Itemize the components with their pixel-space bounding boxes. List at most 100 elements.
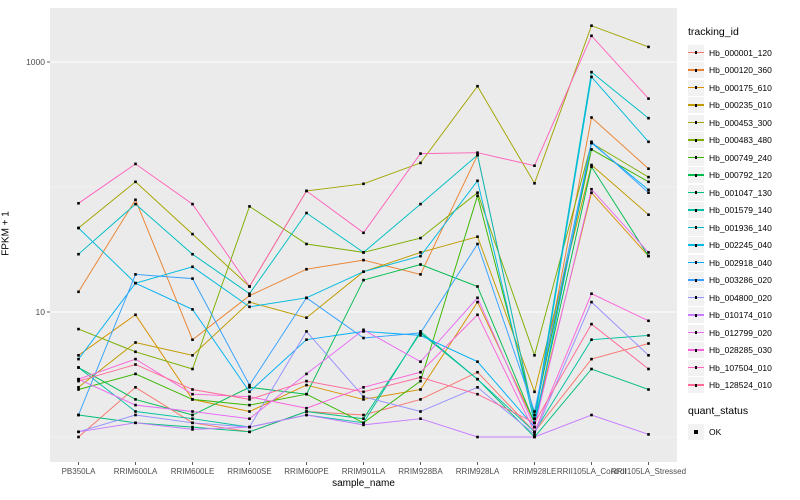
quant-status-legend-items: OK	[688, 423, 800, 441]
data-point	[533, 354, 536, 357]
legend-label: Hb_128524_010	[709, 380, 772, 391]
legend-key-point	[694, 173, 698, 177]
data-point	[362, 386, 365, 389]
legend-label: Hb_000749_240	[709, 152, 772, 163]
data-point	[647, 319, 650, 323]
data-point	[419, 254, 422, 258]
data-point	[419, 152, 422, 155]
legend-key-point	[694, 138, 698, 142]
data-point	[533, 182, 536, 185]
legend-key-swatch	[688, 377, 704, 394]
legend-item: Hb_000235_010	[688, 97, 800, 115]
data-point	[590, 357, 593, 361]
legend-label: Hb_000453_300	[709, 117, 772, 128]
legend-item: Hb_002918_040	[688, 254, 800, 272]
data-point	[77, 435, 80, 439]
data-point	[533, 430, 536, 434]
ok-point-icon	[694, 429, 698, 434]
legend-item: Hb_012799_020	[688, 324, 800, 342]
legend-key-point	[694, 208, 698, 212]
legend-key-swatch	[688, 167, 704, 184]
legend-item: Hb_107504_010	[688, 359, 800, 377]
data-point	[305, 379, 308, 383]
data-point	[590, 338, 593, 341]
data-point	[305, 392, 308, 396]
data-point	[590, 322, 593, 326]
legend-key-swatch	[688, 62, 704, 79]
data-point	[134, 372, 137, 376]
data-point	[590, 367, 593, 371]
data-point	[419, 376, 422, 379]
data-point	[590, 24, 593, 27]
data-point	[191, 252, 194, 256]
data-point	[419, 410, 422, 413]
data-point	[533, 435, 536, 439]
data-point	[647, 213, 650, 216]
data-point	[248, 285, 251, 288]
y-axis-title: FPKM + 1	[0, 211, 12, 256]
data-point	[647, 167, 650, 170]
data-point	[305, 316, 308, 319]
x-tick-label: RRIM928BA	[398, 467, 443, 476]
data-point	[305, 211, 308, 215]
data-point	[419, 370, 422, 374]
legend-key-swatch	[688, 202, 704, 219]
legend-label: Hb_000120_360	[709, 65, 772, 76]
data-point	[362, 258, 365, 262]
data-point	[248, 395, 251, 398]
data-point	[248, 386, 251, 389]
data-point	[362, 330, 365, 333]
legend-key-point	[694, 243, 698, 247]
legend-label: Hb_000001_120	[709, 47, 772, 58]
x-tick-label: RRIM600LA	[114, 467, 158, 476]
quant-legend-key	[688, 423, 704, 440]
data-point	[476, 235, 479, 238]
data-point	[77, 388, 80, 391]
data-point	[362, 251, 365, 254]
data-point	[248, 305, 251, 309]
data-point	[134, 413, 137, 417]
data-point	[248, 292, 251, 295]
legend-key-swatch	[688, 307, 704, 324]
data-point	[191, 308, 194, 311]
data-point	[476, 392, 479, 396]
data-point	[419, 263, 422, 266]
legend-key-point	[694, 51, 698, 55]
x-tick-label: RRIM600PE	[284, 467, 328, 476]
data-point	[134, 273, 137, 276]
data-point	[134, 410, 137, 413]
data-point	[305, 372, 308, 376]
legend-label: Hb_028285_030	[709, 345, 772, 356]
data-point	[419, 417, 422, 420]
data-point	[476, 435, 479, 439]
data-point	[647, 251, 650, 254]
data-point	[362, 328, 365, 332]
data-point	[647, 388, 650, 391]
data-point	[647, 180, 650, 184]
data-point	[590, 191, 593, 194]
data-point	[362, 336, 365, 340]
data-point	[77, 354, 80, 357]
quant-status-legend-title: quant_status	[688, 405, 749, 417]
data-point	[362, 231, 365, 235]
data-point	[590, 165, 593, 169]
data-point	[134, 363, 137, 366]
x-tick-label: RRIM600LE	[171, 467, 215, 476]
legend-key-point	[694, 226, 698, 230]
legend-item: Hb_028285_030	[688, 342, 800, 360]
data-point	[248, 410, 251, 413]
data-point	[590, 163, 593, 167]
legend-item: Hb_128524_010	[688, 377, 800, 395]
legend-item: Hb_000175_610	[688, 79, 800, 97]
legend-key-swatch	[688, 342, 704, 359]
data-point	[77, 252, 80, 256]
data-point	[590, 148, 593, 151]
data-point	[248, 425, 251, 429]
legend-item: Hb_004800_020	[688, 289, 800, 307]
data-point	[248, 205, 251, 208]
legend-key-swatch	[688, 114, 704, 131]
data-point	[134, 341, 137, 344]
legend-item: Hb_001936_140	[688, 219, 800, 237]
legend-key-swatch	[688, 219, 704, 236]
data-point	[77, 377, 80, 381]
